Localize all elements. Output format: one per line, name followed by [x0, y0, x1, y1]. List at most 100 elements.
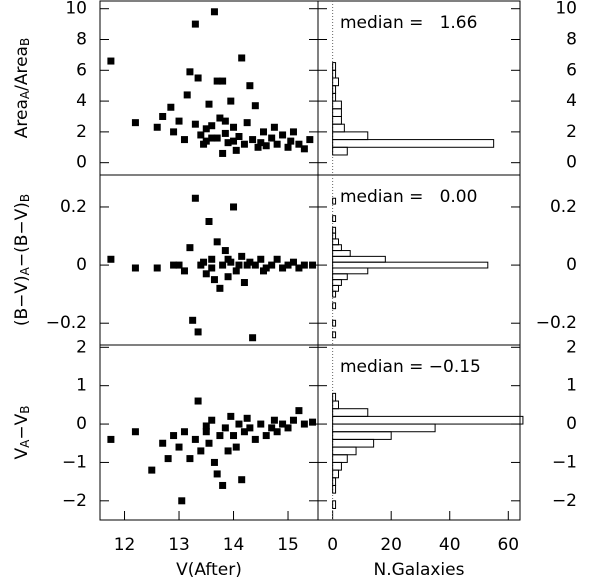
x-tick-label: 40 — [439, 535, 461, 555]
x-tick-label: 15 — [277, 535, 299, 555]
point — [213, 238, 221, 246]
y-tick-label: 1 — [566, 376, 577, 396]
y-tick-label: 6 — [76, 60, 87, 80]
y-tick-label: 2 — [566, 337, 577, 357]
point — [270, 416, 278, 424]
histogram-bin — [332, 500, 337, 509]
point — [224, 447, 232, 455]
point — [131, 119, 139, 127]
histogram-bin — [332, 115, 342, 125]
histogram-bin — [332, 408, 369, 417]
point — [221, 117, 229, 125]
point — [309, 261, 317, 269]
point — [208, 134, 216, 142]
histogram-bin — [332, 226, 337, 234]
point — [186, 68, 194, 76]
histogram-bin — [332, 100, 342, 110]
x-tick-label: 0 — [327, 535, 338, 555]
point — [257, 255, 265, 263]
point — [260, 267, 267, 275]
histogram-bin — [332, 261, 489, 269]
histogram-bin — [332, 400, 339, 410]
y-label-part: (B−V) — [12, 275, 32, 326]
point — [213, 470, 221, 478]
point — [197, 131, 205, 139]
point — [230, 432, 238, 440]
x-axis-label: V(After) — [176, 560, 242, 580]
point — [249, 136, 257, 144]
y-label-part: Area — [12, 99, 32, 138]
histogram-bin — [332, 392, 337, 402]
point — [273, 428, 281, 436]
point — [180, 428, 188, 436]
point — [107, 255, 115, 263]
y-tick-label: 4 — [566, 91, 577, 111]
y-tick-label: 2 — [76, 337, 87, 357]
point — [180, 267, 188, 275]
y-axis-label: AreaA/AreaB — [12, 38, 32, 138]
histogram-bin — [332, 290, 337, 298]
point — [224, 255, 232, 263]
y-label-part: V — [12, 447, 32, 459]
point — [289, 128, 297, 136]
y-tick-label: 0 — [76, 255, 87, 275]
point — [219, 261, 227, 269]
point — [227, 97, 235, 105]
point — [191, 194, 199, 202]
point — [240, 140, 248, 148]
point — [194, 397, 202, 405]
y-label-part: −V — [12, 413, 32, 439]
histogram-bin — [332, 123, 345, 133]
point — [191, 20, 199, 28]
point — [238, 476, 246, 484]
point — [230, 203, 238, 211]
histogram-bin — [332, 267, 369, 275]
y-tick-label: −0.2 — [46, 313, 87, 333]
point — [131, 264, 139, 272]
point — [183, 91, 191, 99]
point — [202, 270, 210, 278]
point — [279, 264, 287, 272]
point — [202, 137, 210, 145]
y-tick-label: 0.2 — [60, 197, 87, 217]
point — [210, 8, 218, 16]
point — [238, 54, 246, 62]
point — [230, 137, 238, 145]
point — [221, 424, 229, 432]
median-annotation: median = 1.66 — [340, 13, 477, 33]
point — [210, 276, 218, 284]
point — [219, 149, 227, 157]
histogram-bin — [332, 62, 337, 71]
x-axis-label: N.Galaxies — [374, 560, 465, 580]
point — [194, 328, 202, 336]
histogram-bin — [332, 244, 342, 252]
histogram-bin — [332, 423, 436, 433]
point — [205, 100, 213, 108]
y-tick-label: 10 — [555, 0, 577, 19]
point — [232, 443, 240, 451]
y-tick-label: −2 — [62, 491, 87, 511]
point — [202, 125, 210, 133]
y-label-subscript: B — [18, 406, 32, 414]
point — [230, 123, 238, 131]
y-tick-label: 1 — [76, 376, 87, 396]
point — [295, 264, 303, 272]
point — [284, 143, 292, 151]
y-tick-label: −1 — [552, 452, 577, 472]
point — [240, 279, 248, 287]
point — [208, 264, 216, 272]
point — [202, 428, 210, 436]
point — [235, 133, 243, 141]
point — [221, 247, 229, 255]
point — [208, 122, 216, 130]
x-tick-label: 20 — [380, 535, 402, 555]
point — [191, 120, 199, 128]
point — [232, 267, 240, 275]
median-annotation: median = 0.00 — [340, 187, 477, 207]
point — [170, 432, 178, 440]
point — [216, 432, 224, 440]
point — [148, 466, 156, 474]
point — [216, 114, 224, 122]
point — [175, 443, 183, 451]
point — [216, 284, 224, 292]
